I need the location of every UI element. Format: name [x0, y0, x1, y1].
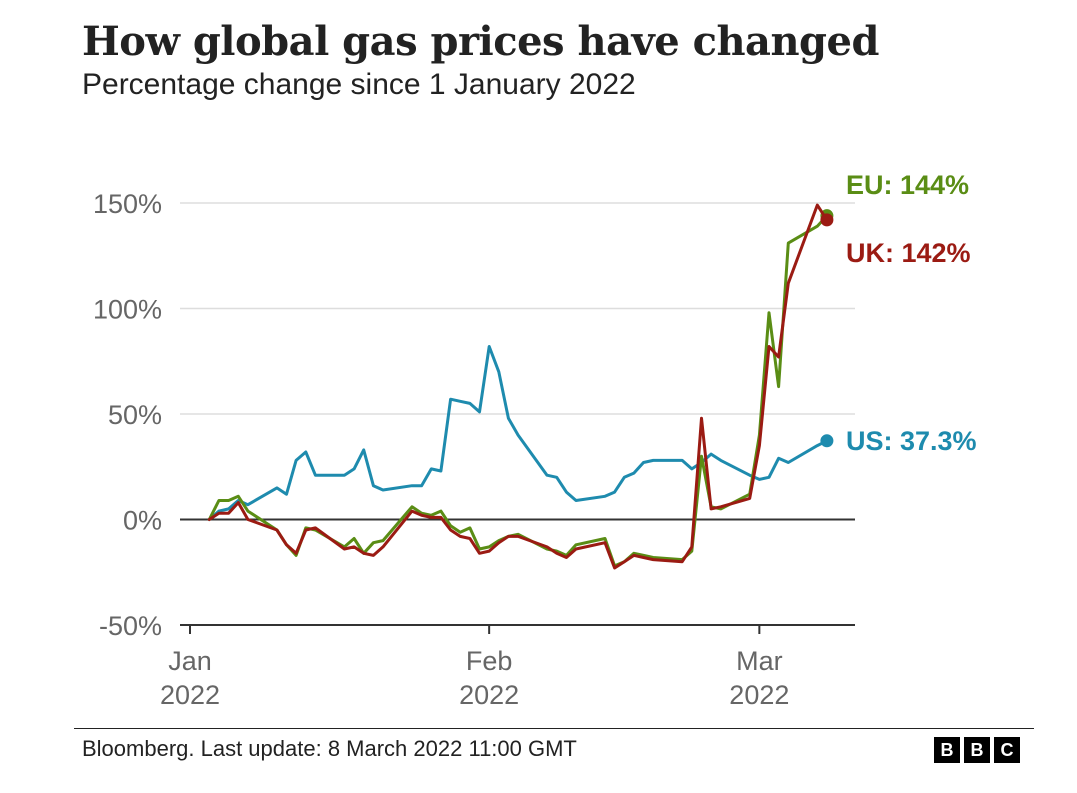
- gridlines: [180, 202, 855, 626]
- bbc-logo-letter: B: [964, 737, 990, 763]
- series-labels: US: 37.3% EU: 144% UK: 142%: [846, 170, 977, 456]
- y-tick-label: 150%: [93, 189, 162, 219]
- y-tick-label: -50%: [99, 611, 162, 641]
- x-tick-label: Jan: [168, 646, 212, 676]
- x-tick-label: Feb: [466, 646, 513, 676]
- y-tick-label: 100%: [93, 295, 162, 325]
- axes: 150% 100% 50% 0% -50%Jan 2022 Feb 2022 Mar 2022: [93, 189, 855, 710]
- chart-subtitle: Percentage change since 1 January 2022: [82, 68, 636, 101]
- x-tick-label: 2022: [459, 680, 519, 710]
- series-line-us: [207, 345, 829, 521]
- y-tick-label: 0%: [123, 506, 162, 536]
- source-note: Bloomberg. Last update: 8 March 2022 11:…: [82, 736, 577, 761]
- series-label-eu: EU: 144%: [846, 170, 969, 200]
- bbc-logo-letter: B: [934, 737, 960, 763]
- series-label-us: US: 37.3%: [846, 426, 977, 456]
- series-end-dot-uk: [820, 213, 834, 227]
- x-tick-label: 2022: [160, 680, 220, 710]
- series-lines: [207, 203, 834, 570]
- series-end-dot-us: [820, 434, 834, 448]
- series-label-uk: UK: 142%: [846, 238, 971, 268]
- series-line-uk: [207, 203, 829, 570]
- x-tick-label: Mar: [736, 646, 783, 676]
- x-tick-label: 2022: [729, 680, 789, 710]
- chart-title: How global gas prices have changed: [82, 18, 879, 65]
- line-chart: 150% 100% 50% 0% -50%Jan 2022 Feb 2022 Mar 2022 U…: [93, 170, 977, 710]
- bbc-logo-letter: C: [994, 737, 1020, 763]
- y-tick-label: 50%: [108, 400, 162, 430]
- series-line-eu: [207, 214, 829, 568]
- footer-divider: [74, 728, 1034, 729]
- bbc-logo: B B C: [934, 737, 1020, 763]
